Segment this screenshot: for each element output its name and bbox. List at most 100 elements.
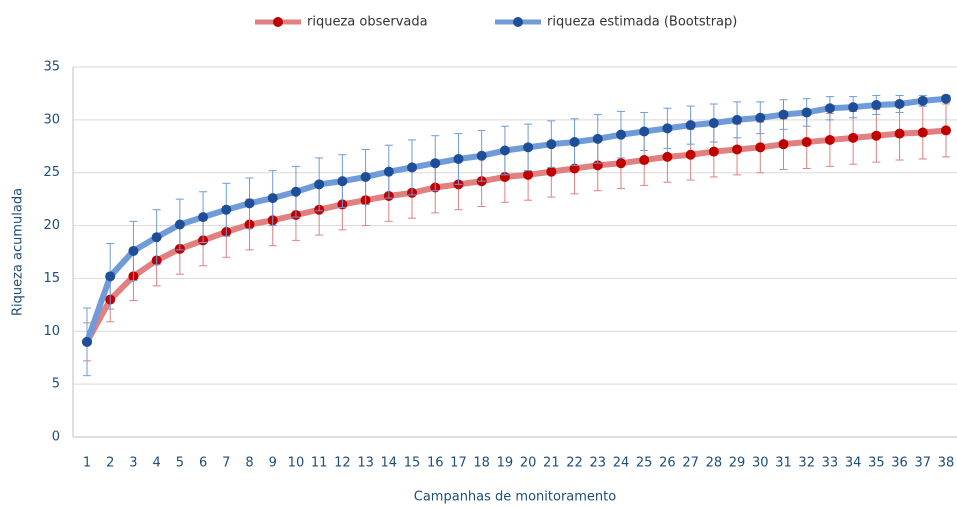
y-tick-label: 30 [43,112,60,127]
x-tick-label: 2 [106,456,114,471]
data-point [662,123,673,134]
data-point [732,114,743,125]
x-tick-label: 17 [450,456,467,471]
x-tick-label: 16 [427,456,444,471]
y-tick-label: 15 [43,271,60,286]
data-point [337,176,348,187]
x-tick-label: 20 [520,456,537,471]
data-point [82,336,92,347]
x-tick-label: 28 [706,456,723,471]
data-point [708,146,719,157]
x-tick-label: 3 [129,456,137,471]
x-tick-label: 29 [729,456,746,471]
data-point [615,158,626,169]
x-tick-label: 34 [845,456,862,471]
legend-marker [513,17,523,27]
x-tick-label: 22 [566,456,583,471]
x-tick-label: 23 [589,456,606,471]
x-tick-label: 19 [497,456,514,471]
data-point [894,128,905,139]
data-point [708,118,719,129]
x-tick-label: 6 [199,456,207,471]
x-tick-label: 21 [543,456,560,471]
x-tick-label: 11 [311,456,328,471]
data-point [198,212,209,223]
data-point [778,109,789,120]
data-point [685,149,696,160]
data-point [151,232,162,243]
legend-label: riqueza observada [307,15,428,30]
x-tick-label: 8 [245,456,253,471]
data-point [267,193,278,204]
y-tick-label: 25 [43,165,60,180]
series-line [84,95,947,343]
data-point [755,142,766,153]
y-tick-label: 20 [43,218,60,233]
data-point [662,151,673,162]
y-tick-label: 10 [43,324,60,339]
data-point [174,219,185,230]
data-point [523,169,534,180]
x-tick-label: 33 [822,456,839,471]
x-tick-label: 13 [357,456,374,471]
data-point [755,112,766,123]
data-point [499,145,510,156]
y-tick-label: 35 [43,60,60,75]
data-point [128,245,139,256]
x-tick-label: 25 [636,456,653,471]
data-point [732,144,743,155]
x-tick-label: 10 [288,456,305,471]
data-point [476,150,487,161]
data-point [801,137,812,148]
x-tick-label: 27 [682,456,699,471]
x-tick-label: 14 [381,456,398,471]
x-tick-label: 5 [176,456,184,471]
x-tick-label: 18 [473,456,490,471]
x-axis-title: Campanhas de monitoramento [414,490,616,505]
data-point [685,120,696,131]
x-tick-label: 12 [334,456,351,471]
data-point [407,162,418,173]
data-point [569,163,580,174]
data-point [592,133,603,144]
data-point [871,130,882,141]
data-point [221,204,232,215]
data-point [314,179,325,190]
data-point [824,103,835,114]
data-point [639,155,650,166]
data-point [917,95,928,106]
x-tick-label: 7 [222,456,230,471]
y-tick-label: 5 [52,377,60,392]
data-point [615,129,626,140]
data-point [569,137,580,148]
data-point [941,93,951,104]
data-point [430,158,441,169]
data-point [360,171,371,182]
x-tick-label: 24 [613,456,630,471]
data-point [546,139,557,150]
x-tick-label: 15 [404,456,421,471]
data-point [824,134,835,145]
data-point [848,102,859,113]
x-tick-label: 35 [868,456,885,471]
x-tick-label: 30 [752,456,769,471]
x-tick-label: 32 [798,456,815,471]
data-point [383,166,394,177]
data-point [546,166,557,177]
data-point [801,107,812,118]
data-point [523,142,534,153]
data-point [848,132,859,143]
data-point [778,139,789,150]
x-tick-label: 4 [153,456,161,471]
x-tick-label: 36 [891,456,908,471]
x-tick-label: 26 [659,456,676,471]
legend-label: riqueza estimada (Bootstrap) [547,15,737,30]
data-point [290,186,301,197]
x-tick-label: 38 [938,456,955,471]
y-axis-title: Riqueza acumulada [11,188,26,316]
x-tick-label: 37 [915,456,932,471]
data-point [917,127,928,138]
data-point [941,125,951,136]
